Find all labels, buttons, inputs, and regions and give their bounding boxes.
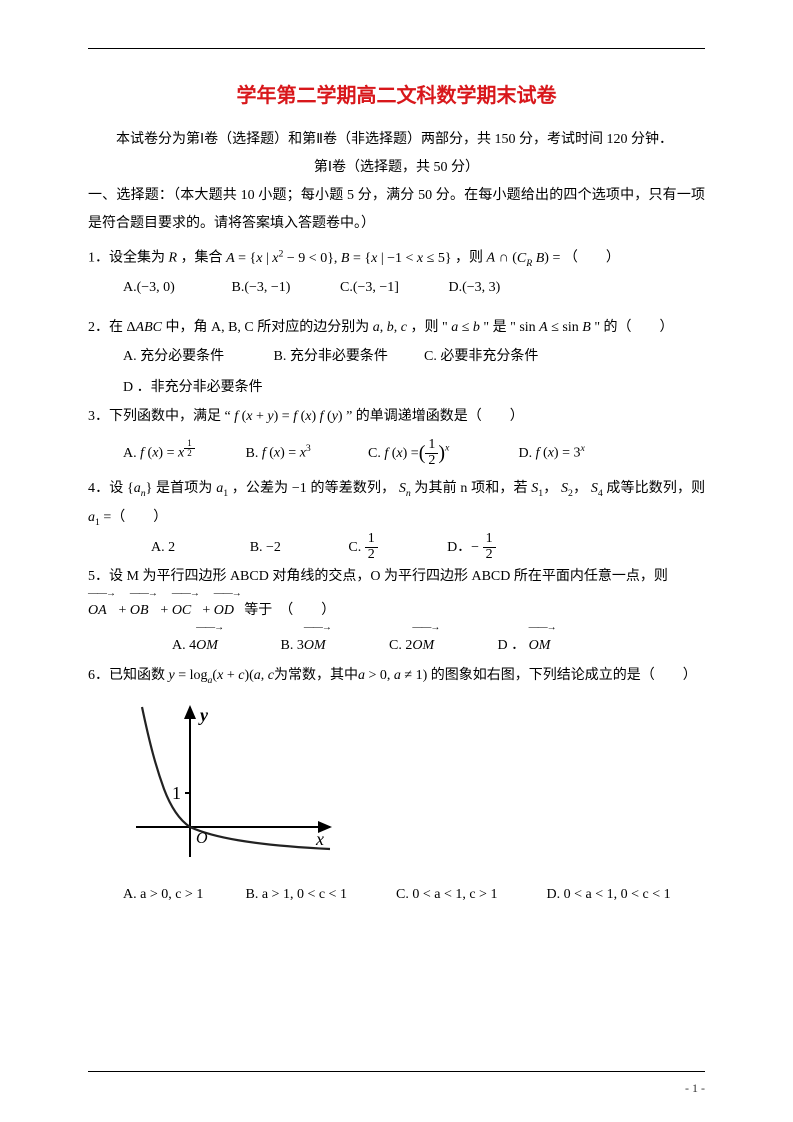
q1-A: A.(−3, 0): [123, 273, 228, 304]
top-rule: [88, 48, 705, 49]
q2-t3: ，则 ": [410, 320, 447, 335]
svg-text:y: y: [198, 705, 209, 725]
q5-C-pre: C.: [389, 631, 402, 662]
q3-t1: 3．下列函数中，满足 “: [88, 409, 231, 424]
svg-text:O: O: [196, 830, 208, 847]
page-title: 学年第二学期高二文科数学期末试卷: [88, 79, 705, 108]
q2-A: A. 充分必要条件: [123, 342, 270, 373]
svg-text:1: 1: [172, 783, 181, 803]
svg-text:x: x: [315, 829, 324, 849]
q2-D: D ．非充分非必要条件: [123, 373, 263, 404]
q4-B: B. −2: [250, 533, 345, 564]
q4-A: A. 2: [151, 533, 246, 564]
q4-D-pre: D．−: [447, 533, 479, 564]
q6-D: D. 0 < a < 1, 0 < c < 1: [547, 880, 671, 911]
q5-eq-tail: 等于 （ ）: [244, 603, 335, 618]
q3-A-pre: A.: [123, 439, 137, 470]
q1-options: A.(−3, 0) B.(−3, −1) C.(−3, −1] D.(−3, 3…: [88, 273, 705, 304]
q2-B: B. 充分非必要条件: [274, 342, 421, 373]
q3-D-pre: D.: [519, 439, 533, 470]
q4-C-pre: C.: [348, 533, 361, 564]
q4-t6: 成等比数列，则: [606, 481, 705, 496]
q2-t5: " 的（ ）: [594, 320, 673, 335]
q6-options: A. a > 0, c > 1 B. a > 1, 0 < c < 1 C. 0…: [88, 880, 705, 911]
q6-B: B. a > 1, 0 < c < 1: [246, 880, 393, 911]
q5-expr: ——→OA + ——→OB + ——→OC + ——→OD 等于 （ ）: [88, 591, 705, 625]
q3-t2: ” 的单调递增函数是（ ）: [346, 409, 524, 424]
q1-C: C.(−3, −1]: [340, 273, 445, 304]
q2-t4: " 是 ": [483, 320, 515, 335]
q1-t3: ，则: [455, 251, 483, 266]
q5-stem: 5．设 M 为平行四边形 ABCD 对角线的交点，O 为平行四边形 ABCD 所…: [88, 563, 705, 591]
q1-stem: 1．设全集为 R ，集合 A = {x | x2 − 9 < 0}, B = {…: [88, 244, 705, 273]
q6-C: C. 0 < a < 1, c > 1: [396, 880, 543, 911]
q5-D-pre: D ．: [498, 631, 526, 662]
q1-B: B.(−3, −1): [232, 273, 337, 304]
intro-text: 本试卷分为第Ⅰ卷（选择题）和第Ⅱ卷（非选择题）两部分，共 150 分，考试时间 …: [88, 126, 705, 154]
q4-t7: =（ ）: [103, 510, 167, 525]
q5-D: D ． ——→OM: [498, 625, 556, 662]
q4-D: D．− 12: [447, 532, 496, 563]
q4-t2: 是首项为: [156, 481, 213, 496]
q3-B: B. f (x) = x3: [246, 438, 365, 469]
q5-C: C. 2——→OM: [389, 625, 494, 662]
q3-options: A. f (x) = x12 B. f (x) = x3 C. f (x) = …: [88, 431, 705, 475]
section1-text: 一、选择题：（本大题共 10 小题；每小题 5 分，满分 50 分。在每小题给出…: [88, 188, 705, 231]
q6-svg: y x O 1: [130, 697, 340, 867]
q4-t4: 的等差数列，: [310, 481, 395, 496]
q2-stem: 2．在 ΔABC 中，角 A, B, C 所对应的边分别为 a, b, c ，则…: [88, 314, 705, 342]
q1-tail: （ ）: [564, 251, 620, 266]
q5-B: B. 3——→OM: [281, 625, 386, 662]
q3-stem: 3．下列函数中，满足 “ f (x + y) = f (x) f (y) ” 的…: [88, 403, 705, 431]
q6-t1: 6．已知函数: [88, 668, 165, 683]
q3-C-pre: C.: [368, 439, 381, 470]
q3-C: C. f (x) = (12)x: [368, 431, 515, 475]
q4-stem: 4．设 {an} 是首项为 a1 ，公差为 −1 的等差数列， Sn 为其前 n…: [88, 475, 705, 532]
q2-C: C. 必要非充分条件: [424, 342, 571, 373]
section1-header: 一、选择题：（本大题共 10 小题；每小题 5 分，满分 50 分。在每小题给出…: [88, 182, 705, 238]
q3-B-pre: B.: [246, 439, 259, 470]
q6-t2: 的图象如右图，下列结论成立的是（ ）: [431, 668, 697, 683]
q1-t2: ，集合: [181, 251, 223, 266]
q5-B-pre: B.: [281, 631, 294, 662]
q4-t3: ，公差为: [232, 481, 289, 496]
part1-header: 第Ⅰ卷（选择题，共 50 分）: [88, 154, 705, 182]
q4-t5: 为其前 n 项和，若: [414, 481, 527, 496]
q5-options: A. 4——→OM B. 3——→OM C. 2——→OM D ． ——→OM: [88, 625, 705, 662]
q2-options: A. 充分必要条件 B. 充分非必要条件 C. 必要非充分条件 D ．非充分非必…: [88, 342, 705, 404]
q6-A: A. a > 0, c > 1: [123, 880, 242, 911]
page-number: - 1 -: [685, 1081, 705, 1096]
q4-options: A. 2 B. −2 C. 12 D．− 12: [88, 532, 705, 563]
q1-t1: 1．设全集为: [88, 251, 165, 266]
q6-stem: 6．已知函数 y = loga(x + c)(a, c为常数，其中a > 0, …: [88, 662, 705, 690]
q3-A: A. f (x) = x12: [123, 438, 242, 469]
q2-t1: 2．在: [88, 320, 123, 335]
q4-t1: 4．设: [88, 481, 123, 496]
bottom-rule: [88, 1071, 705, 1072]
q4-C: C. 12: [348, 532, 443, 563]
q2-t2: 中，角 A, B, C 所对应的边分别为: [165, 320, 369, 335]
q3-D: D. f (x) = 3x: [519, 438, 585, 469]
q5-A: A. 4——→OM: [172, 625, 277, 662]
q6-graph: y x O 1: [130, 697, 705, 872]
q1-D: D.(−3, 3): [449, 273, 554, 304]
q5-A-pre: A.: [172, 631, 186, 662]
